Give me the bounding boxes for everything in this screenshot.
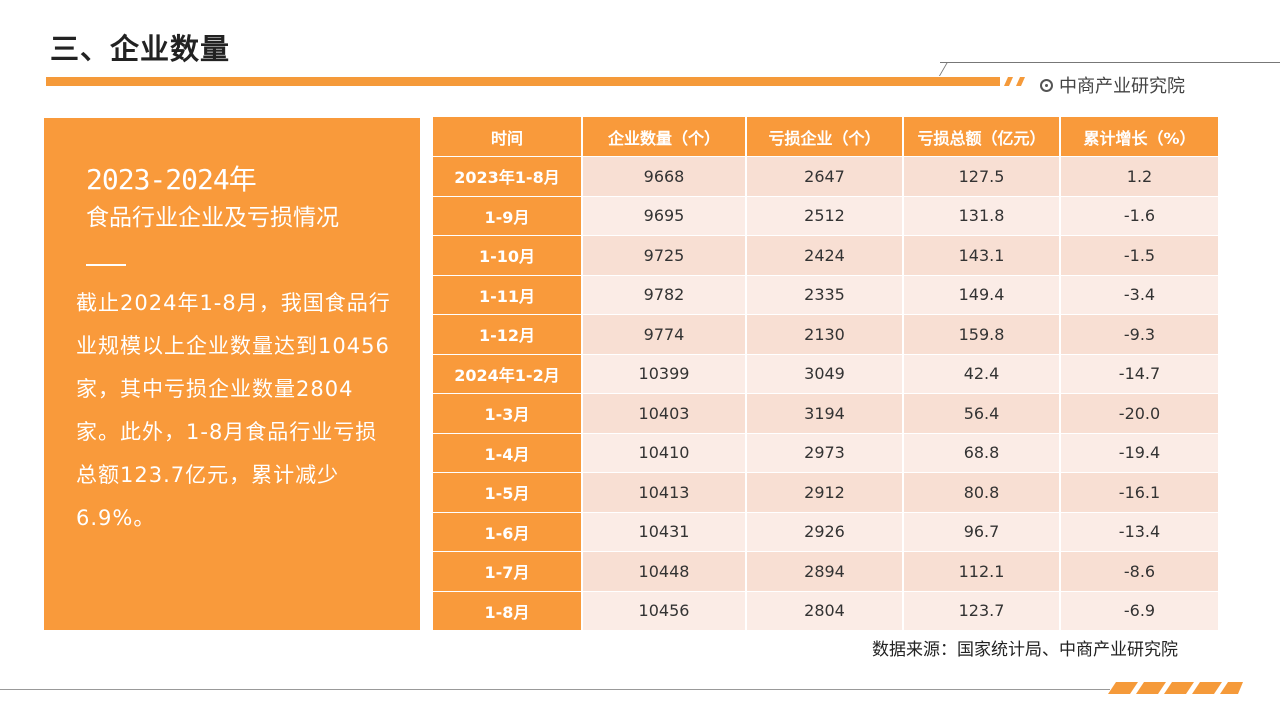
panel-divider — [86, 264, 126, 266]
table-cell: 2804 — [747, 590, 904, 630]
table-header-row: 时间 企业数量（个） 亏损企业（个） 亏损总额（亿元） 累计增长（%） — [433, 117, 1218, 156]
table-cell: 10413 — [583, 472, 747, 512]
table-cell: 131.8 — [904, 195, 1061, 235]
table-row: 1-12月 9774 2130 159.8 -9.3 — [433, 314, 1218, 354]
table-cell: -1.6 — [1061, 195, 1218, 235]
brand-logo: 中商产业研究院 — [1040, 72, 1185, 98]
table-row: 1-9月 9695 2512 131.8 -1.6 — [433, 195, 1218, 235]
table-header-cell: 累计增长（%） — [1061, 117, 1218, 156]
row-period-cell: 2024年1-2月 — [433, 353, 583, 393]
table-cell: -19.4 — [1061, 432, 1218, 472]
table-cell: 10403 — [583, 393, 747, 433]
header-slash-decoration — [1004, 77, 1025, 86]
data-table: 时间 企业数量（个） 亏损企业（个） 亏损总额（亿元） 累计增长（%） 2023… — [433, 117, 1218, 630]
table-row: 1-10月 9725 2424 143.1 -1.5 — [433, 235, 1218, 275]
table-cell: -20.0 — [1061, 393, 1218, 433]
panel-year: 2023-2024年 — [86, 163, 257, 196]
table-cell: 3049 — [747, 353, 904, 393]
summary-panel: 2023-2024年 食品行业企业及亏损情况 截止2024年1-8月，我国食品行… — [44, 118, 420, 630]
brand-circle-icon — [1040, 78, 1053, 92]
row-period-cell: 1-6月 — [433, 511, 583, 551]
table-cell: 9782 — [583, 274, 747, 314]
table-row: 1-8月 10456 2804 123.7 -6.9 — [433, 590, 1218, 630]
table-cell: 2894 — [747, 551, 904, 591]
table-cell: 159.8 — [904, 314, 1061, 354]
table-row: 1-6月 10431 2926 96.7 -13.4 — [433, 511, 1218, 551]
table-cell: 96.7 — [904, 511, 1061, 551]
table-cell: 127.5 — [904, 156, 1061, 196]
table-cell: 2973 — [747, 432, 904, 472]
row-period-cell: 1-3月 — [433, 393, 583, 433]
table-cell: 2424 — [747, 235, 904, 275]
table-row: 1-4月 10410 2973 68.8 -19.4 — [433, 432, 1218, 472]
table-cell: 10399 — [583, 353, 747, 393]
row-period-cell: 1-11月 — [433, 274, 583, 314]
table-cell: -8.6 — [1061, 551, 1218, 591]
table-cell: 10410 — [583, 432, 747, 472]
row-period-cell: 2023年1-8月 — [433, 156, 583, 196]
brand-name: 中商产业研究院 — [1059, 76, 1185, 97]
table-cell: 80.8 — [904, 472, 1061, 512]
footer-slash-decoration — [1108, 682, 1243, 694]
row-period-cell: 1-5月 — [433, 472, 583, 512]
table-cell: 1.2 — [1061, 156, 1218, 196]
table-header-cell: 企业数量（个） — [583, 117, 747, 156]
row-period-cell: 1-10月 — [433, 235, 583, 275]
table-cell: 2335 — [747, 274, 904, 314]
header-thin-diagonal — [938, 62, 949, 76]
table-cell: 9668 — [583, 156, 747, 196]
table-cell: 56.4 — [904, 393, 1061, 433]
data-source: 数据来源：国家统计局、中商产业研究院 — [872, 640, 1178, 660]
table-cell: -13.4 — [1061, 511, 1218, 551]
table-cell: -16.1 — [1061, 472, 1218, 512]
table-cell: 149.4 — [904, 274, 1061, 314]
table-row: 1-11月 9782 2335 149.4 -3.4 — [433, 274, 1218, 314]
row-period-cell: 1-7月 — [433, 551, 583, 591]
table-header-cell: 时间 — [433, 117, 583, 156]
table-row: 2023年1-8月 9668 2647 127.5 1.2 — [433, 156, 1218, 196]
row-period-cell: 1-12月 — [433, 314, 583, 354]
table-cell: 68.8 — [904, 432, 1061, 472]
table-cell: 9725 — [583, 235, 747, 275]
table-header-cell: 亏损总额（亿元） — [904, 117, 1061, 156]
table-cell: 2926 — [747, 511, 904, 551]
header-thin-line — [940, 62, 1280, 63]
table-cell: 10448 — [583, 551, 747, 591]
table-cell: 2647 — [747, 156, 904, 196]
page-title: 三、企业数量 — [50, 32, 231, 66]
row-period-cell: 1-8月 — [433, 590, 583, 630]
row-period-cell: 1-4月 — [433, 432, 583, 472]
table-cell: 2512 — [747, 195, 904, 235]
table-cell: 10431 — [583, 511, 747, 551]
table-cell: 2912 — [747, 472, 904, 512]
table-row: 1-7月 10448 2894 112.1 -8.6 — [433, 551, 1218, 591]
table-row: 2024年1-2月 10399 3049 42.4 -14.7 — [433, 353, 1218, 393]
table-cell: 9695 — [583, 195, 747, 235]
table-cell: -1.5 — [1061, 235, 1218, 275]
panel-description: 截止2024年1-8月，我国食品行业规模以上企业数量达到10456家，其中亏损企… — [76, 291, 391, 530]
table-header-cell: 亏损企业（个） — [747, 117, 904, 156]
table-cell: -3.4 — [1061, 274, 1218, 314]
table-cell: 10456 — [583, 590, 747, 630]
table-cell: 3194 — [747, 393, 904, 433]
table-cell: 2130 — [747, 314, 904, 354]
table-row: 1-3月 10403 3194 56.4 -20.0 — [433, 393, 1218, 433]
table-cell: -14.7 — [1061, 353, 1218, 393]
table-cell: -9.3 — [1061, 314, 1218, 354]
header-orange-bar — [46, 77, 1000, 86]
panel-subtitle: 食品行业企业及亏损情况 — [86, 205, 339, 231]
row-period-cell: 1-9月 — [433, 195, 583, 235]
table-cell: -6.9 — [1061, 590, 1218, 630]
table-cell: 143.1 — [904, 235, 1061, 275]
table-cell: 9774 — [583, 314, 747, 354]
table-cell: 112.1 — [904, 551, 1061, 591]
table-cell: 123.7 — [904, 590, 1061, 630]
footer-line — [0, 689, 1110, 690]
table-row: 1-5月 10413 2912 80.8 -16.1 — [433, 472, 1218, 512]
table-cell: 42.4 — [904, 353, 1061, 393]
